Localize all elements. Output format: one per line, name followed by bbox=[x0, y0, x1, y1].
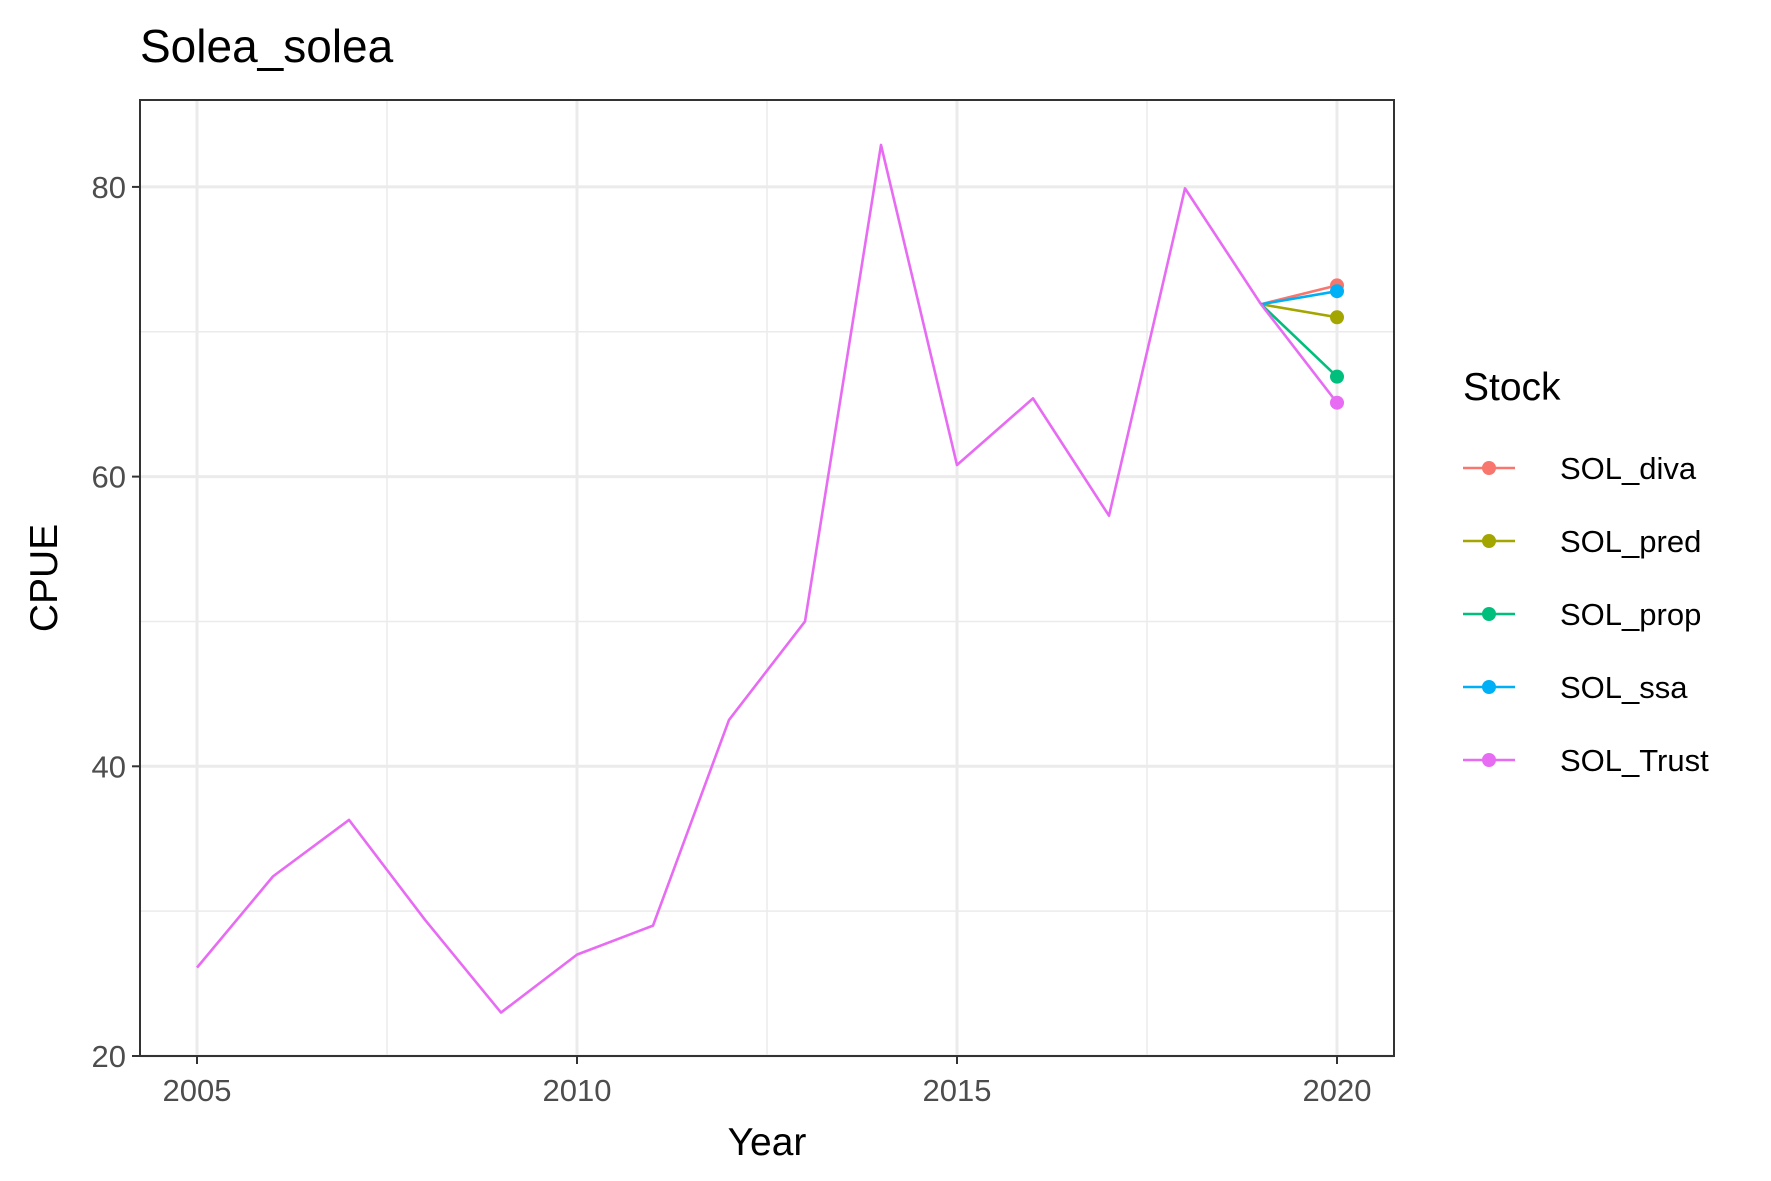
series-lines bbox=[196, 143, 1339, 1014]
y-tick-label: 80 bbox=[92, 170, 126, 205]
data-point-SOL_ssa bbox=[1330, 284, 1344, 299]
legend-key-point bbox=[1482, 461, 1496, 475]
y-tick-label: 20 bbox=[92, 1039, 126, 1074]
plot-border bbox=[139, 99, 1395, 1057]
series-line-SOL_ssa bbox=[1260, 289, 1338, 306]
series-line-SOL_Trust bbox=[1259, 303, 1339, 404]
y-tick-label: 60 bbox=[92, 460, 126, 495]
axes: 20 40 60 80 2005 2010 2015 2020 bbox=[92, 170, 1372, 1108]
legend: Stock SOL_divaSOL_predSOL_propSOL_ssaSOL… bbox=[1463, 366, 1709, 778]
legend-items: SOL_diva SOL_pred SOL_prop SOL_ssa SOL_Trust bbox=[1463, 451, 1709, 778]
legend-label: SOL_pred bbox=[1560, 524, 1701, 559]
legend-label: SOL_Trust bbox=[1560, 743, 1709, 778]
series-line-history bbox=[196, 143, 1263, 1014]
y-axis-title: CPUE bbox=[23, 524, 66, 632]
x-tick-label: 2020 bbox=[1303, 1073, 1372, 1108]
data-point-SOL_pred bbox=[1330, 310, 1344, 325]
legend-label: SOL_prop bbox=[1560, 597, 1701, 632]
series-line-SOL_prop bbox=[1260, 303, 1338, 378]
legend-key-point bbox=[1482, 534, 1496, 548]
x-tick-label: 2005 bbox=[163, 1073, 232, 1108]
x-tick-label: 2010 bbox=[543, 1073, 612, 1108]
legend-key-point bbox=[1482, 753, 1496, 767]
data-point-SOL_prop bbox=[1330, 369, 1344, 384]
chart-title: Solea_solea bbox=[140, 20, 394, 72]
x-tick-label: 2015 bbox=[923, 1073, 992, 1108]
plot-panel bbox=[139, 99, 1395, 1058]
legend-title: Stock bbox=[1463, 366, 1561, 409]
series-line-SOL_pred bbox=[1260, 302, 1338, 319]
x-axis-title: Year bbox=[728, 1121, 807, 1164]
legend-label: SOL_diva bbox=[1560, 451, 1697, 486]
data-point-SOL_Trust bbox=[1330, 395, 1344, 410]
legend-label: SOL_ssa bbox=[1560, 670, 1688, 705]
y-tick-label: 40 bbox=[92, 749, 126, 784]
legend-key-point bbox=[1482, 607, 1496, 621]
series-points bbox=[1330, 278, 1344, 410]
legend-key-point bbox=[1482, 680, 1496, 694]
